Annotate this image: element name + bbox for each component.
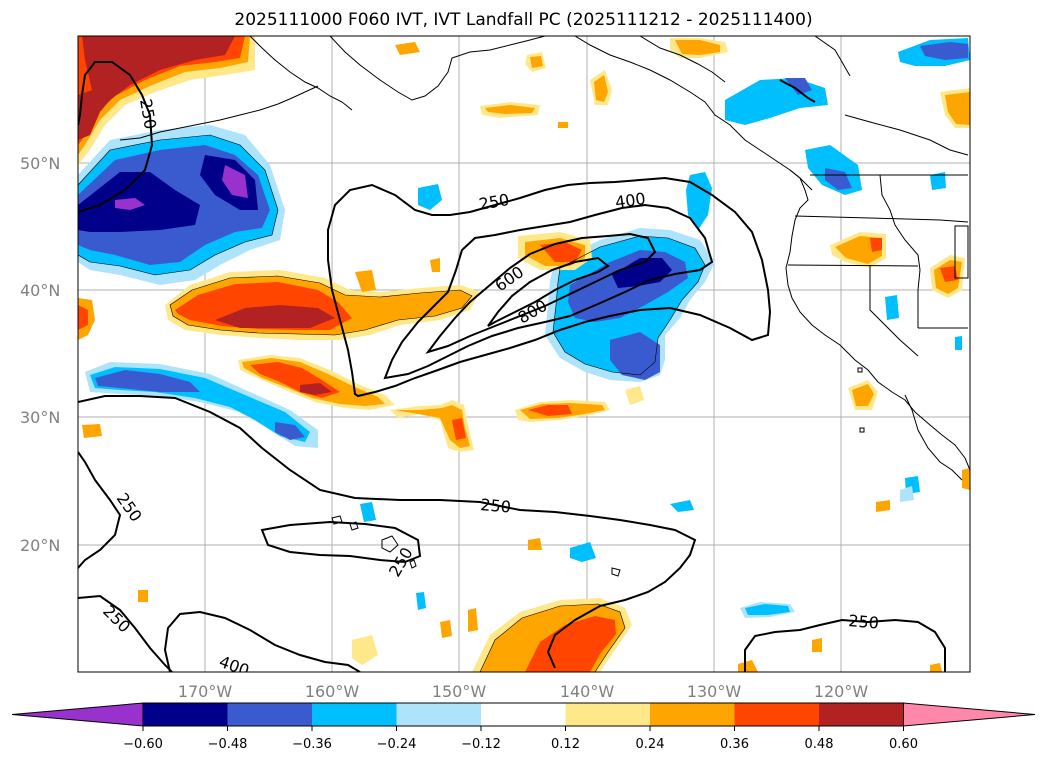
colorbar-segment xyxy=(819,703,904,726)
contour-label-400-e: 400 xyxy=(614,189,647,212)
colorbar-tick-label: 0.60 xyxy=(889,737,918,752)
colorbar-tick-label: 0.48 xyxy=(805,737,834,752)
colorbar-segment xyxy=(227,703,313,726)
lat-label-50n: 50°N xyxy=(20,154,60,173)
colorbar-segment xyxy=(481,703,566,726)
colorbar-extend-low xyxy=(11,702,144,727)
colorbar-segment xyxy=(396,703,482,726)
colorbar-tick-label: 0.12 xyxy=(551,737,580,752)
colorbar-tick-label: 0.36 xyxy=(720,737,749,752)
colorbar-tick-label: 0.24 xyxy=(636,737,665,752)
map-layers: 250 250 400 600 800 250 250 250 250 400 … xyxy=(78,36,970,672)
lon-label-140w: 140°W xyxy=(560,682,615,701)
lon-label-150w: 150°W xyxy=(432,682,487,701)
lon-label-130w: 130°W xyxy=(687,682,742,701)
map-title: 2025111000 F060 IVT, IVT Landfall PC (20… xyxy=(234,10,813,30)
lon-label-170w: 170°W xyxy=(178,682,233,701)
colorbar-tick-label: −0.48 xyxy=(208,737,248,752)
lon-label-120w: 120°W xyxy=(814,682,869,701)
contour-label-250-se: 250 xyxy=(848,611,880,633)
colorbar-segment xyxy=(650,703,735,726)
ivt-contours xyxy=(78,61,946,672)
colorbar-tick-label: −0.60 xyxy=(123,737,163,752)
colorbar-tick-label: −0.24 xyxy=(377,737,417,752)
colorbar: −0.60 −0.48 −0.36 −0.24 −0.12 0.12 0.24 0.36 0.4… xyxy=(11,702,1036,752)
colorbar-segment xyxy=(312,703,397,726)
colorbar-frame xyxy=(142,702,904,727)
colorbar-segment xyxy=(734,703,820,726)
lat-label-30n: 30°N xyxy=(20,408,60,427)
colorbar-segment xyxy=(565,703,651,726)
lat-label-20n: 20°N xyxy=(20,536,60,555)
negative-ivt-fields xyxy=(78,38,970,618)
longitude-labels: 170°W 160°W 150°W 140°W 130°W 120°W xyxy=(178,682,869,701)
colorbar-segment xyxy=(143,703,228,726)
lon-label-160w: 160°W xyxy=(305,682,360,701)
lat-label-40n: 40°N xyxy=(20,281,60,300)
coastlines xyxy=(119,36,970,577)
colorbar-extend-high xyxy=(903,702,1036,727)
contour-label-250-c: 250 xyxy=(480,495,512,517)
latitude-labels: 50°N 40°N 30°N 20°N xyxy=(20,154,60,555)
colorbar-tick-label: −0.12 xyxy=(461,737,501,752)
map-frame xyxy=(77,35,971,673)
colorbar-tick-label: −0.36 xyxy=(292,737,332,752)
